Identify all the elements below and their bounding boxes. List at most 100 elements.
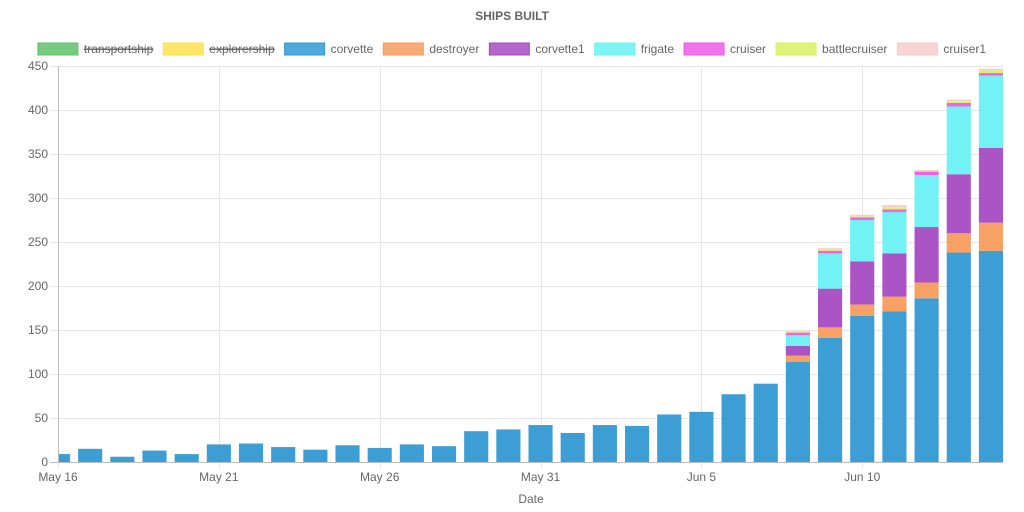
bar-segment-corvette — [399, 444, 424, 462]
bar-stack-may-21 — [206, 444, 231, 462]
bar-segment-corvette — [560, 432, 585, 462]
bar-segment-cruiser — [882, 209, 907, 213]
bar-segment-corvette — [946, 252, 971, 462]
bar-segment-corvette — [657, 414, 682, 462]
y-tick-label: 350 — [28, 147, 48, 161]
bar-stack-jun-11 — [882, 205, 907, 462]
bar-segment-frigate — [785, 335, 810, 346]
bar-stack-jun-4 — [657, 414, 682, 462]
bar-stack-may-31 — [528, 425, 553, 462]
bar-stack-jun-1 — [560, 432, 585, 462]
bar-segment-corvette — [785, 361, 810, 462]
legend-label: cruiser — [730, 42, 766, 56]
bar-stack-may-27 — [399, 444, 424, 462]
bar-segment-destroyer — [850, 304, 875, 316]
y-tick-label: 450 — [28, 59, 48, 73]
legend-swatch — [594, 42, 636, 56]
axes — [50, 66, 1003, 463]
bar-segment-cruiser1 — [978, 68, 1003, 71]
bar-segment-corvette — [689, 411, 714, 462]
bar-stack-may-24 — [303, 449, 328, 462]
legend-swatch — [775, 42, 817, 56]
legend: transportship explorership corvette destroy… — [37, 42, 986, 56]
bar-segment-corvette — [303, 449, 328, 462]
legend-item-destroyer[interactable]: destroyer — [382, 42, 479, 56]
bar-segment-cruiser — [850, 217, 875, 220]
bar-segment-corvette — [721, 394, 746, 462]
bar-segment-cruiser1 — [882, 205, 907, 208]
x-tick-label: Jun 10 — [844, 470, 880, 484]
bar-stack-may-26 — [367, 447, 392, 462]
bar-segment-corvette — [818, 337, 843, 462]
bar-segment-corvette1 — [850, 261, 875, 305]
legend-swatch — [284, 42, 326, 56]
bar-segment-frigate — [818, 253, 843, 289]
legend-item-cruiser1[interactable]: cruiser1 — [896, 42, 986, 56]
bar-stack-may-28 — [431, 446, 457, 462]
bar-segment-corvette — [978, 250, 1003, 462]
chart-title: SHIPS BUILT — [475, 9, 549, 23]
bar-stack-jun-8 — [785, 330, 810, 462]
legend-item-corvette[interactable]: corvette — [284, 42, 374, 56]
bar-stack-jun-13 — [946, 99, 971, 462]
x-axis-ticks: May 16 May 21 May 26 May 31 Jun 5 Jun 10 — [38, 470, 880, 484]
bar-segment-battlecruiser — [914, 170, 939, 172]
bar-segment-corvette — [206, 444, 231, 462]
bar-segment-battlecruiser — [818, 249, 843, 251]
bar-segment-corvette — [335, 445, 360, 462]
legend-label: cruiser1 — [943, 42, 986, 56]
x-tick-label: May 26 — [360, 470, 400, 484]
bar-segment-destroyer — [785, 355, 810, 362]
bar-segment-destroyer — [914, 282, 939, 299]
bars — [58, 68, 1003, 462]
bar-segment-frigate — [946, 106, 971, 175]
bar-segment-cruiser1 — [785, 330, 810, 332]
legend-item-explorership[interactable]: explorership — [162, 42, 275, 56]
bar-stack-may-23 — [271, 447, 296, 462]
legend-item-transportship[interactable]: transportship — [37, 42, 154, 56]
bar-segment-destroyer — [978, 222, 1003, 251]
legend-item-cruiser[interactable]: cruiser — [683, 42, 766, 56]
bar-segment-corvette — [110, 456, 135, 462]
bar-stack-may-16 — [58, 454, 71, 462]
bar-segment-corvette — [431, 446, 457, 462]
bar-segment-frigate — [850, 220, 875, 262]
y-axis-ticks: 0 50 100 150 200 250 300 350 400 450 — [28, 59, 48, 469]
legend-swatch — [896, 42, 938, 56]
bar-segment-cruiser — [946, 102, 971, 107]
x-tick-label: May 16 — [38, 470, 78, 484]
bar-segment-corvette — [238, 443, 264, 462]
y-tick-label: 400 — [28, 103, 48, 117]
bar-stack-jun-2 — [592, 425, 617, 462]
bar-segment-corvette — [528, 425, 553, 462]
bar-stack-jun-5 — [689, 411, 714, 462]
x-tick-label: May 31 — [521, 470, 561, 484]
bar-segment-battlecruiser — [785, 331, 810, 333]
bar-segment-destroyer — [946, 233, 971, 253]
y-tick-label: 300 — [28, 191, 48, 205]
bar-stack-may-25 — [335, 445, 360, 462]
bar-stack-may-18 — [110, 456, 135, 462]
legend-item-frigate[interactable]: frigate — [594, 42, 675, 56]
bar-segment-corvette1 — [946, 174, 971, 234]
bar-segment-destroyer — [818, 327, 843, 338]
bar-segment-corvette1 — [818, 288, 843, 328]
bar-stack-may-29 — [464, 431, 489, 462]
bar-segment-corvette — [850, 315, 875, 462]
y-tick-label: 200 — [28, 279, 48, 293]
bar-segment-corvette1 — [978, 147, 1003, 223]
x-tick-label: Jun 5 — [687, 470, 717, 484]
x-axis-title: Date — [518, 492, 544, 506]
bar-segment-corvette — [271, 447, 296, 462]
legend-item-battlecruiser[interactable]: battlecruiser — [775, 42, 887, 56]
y-tick-label: 0 — [41, 455, 48, 469]
bar-segment-corvette — [367, 447, 392, 462]
bar-stack-may-19 — [142, 450, 167, 462]
bar-segment-corvette — [592, 425, 617, 462]
legend-swatch — [683, 42, 725, 56]
legend-item-corvette1[interactable]: corvette1 — [488, 42, 585, 56]
bar-segment-corvette — [174, 454, 199, 462]
legend-label: frigate — [641, 42, 675, 56]
legend-label: destroyer — [429, 42, 479, 56]
